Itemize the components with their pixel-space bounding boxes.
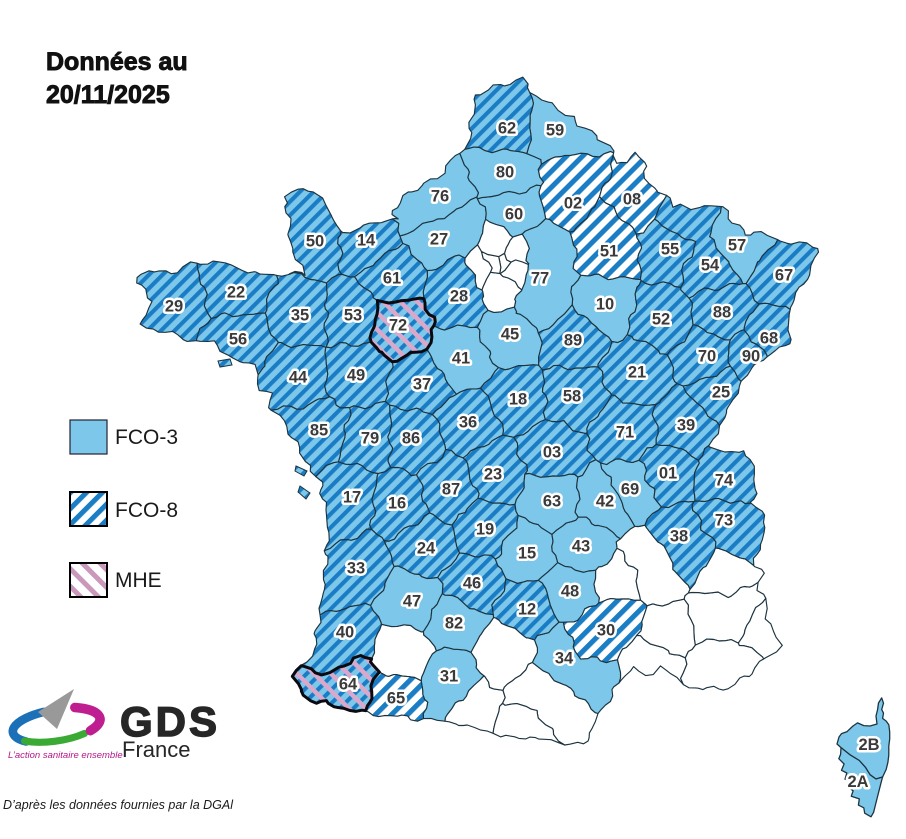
svg-text:02: 02 bbox=[564, 195, 582, 213]
svg-text:12: 12 bbox=[518, 601, 536, 619]
svg-text:68: 68 bbox=[760, 330, 778, 348]
svg-text:67: 67 bbox=[775, 267, 793, 285]
svg-text:74: 74 bbox=[715, 472, 734, 490]
svg-text:47: 47 bbox=[403, 593, 421, 611]
svg-text:61: 61 bbox=[383, 270, 401, 288]
svg-text:80: 80 bbox=[496, 164, 514, 182]
svg-text:27: 27 bbox=[430, 231, 448, 249]
svg-text:63: 63 bbox=[543, 493, 561, 511]
svg-text:90: 90 bbox=[742, 348, 760, 366]
svg-text:41: 41 bbox=[452, 350, 470, 368]
svg-text:50: 50 bbox=[306, 233, 324, 251]
svg-text:25: 25 bbox=[712, 384, 730, 402]
svg-text:08: 08 bbox=[623, 191, 641, 209]
svg-text:76: 76 bbox=[431, 188, 449, 206]
svg-text:38: 38 bbox=[670, 528, 688, 546]
svg-text:54: 54 bbox=[701, 257, 720, 275]
svg-text:36: 36 bbox=[459, 414, 477, 432]
svg-text:82: 82 bbox=[445, 615, 463, 633]
svg-text:70: 70 bbox=[698, 348, 716, 366]
svg-text:69: 69 bbox=[621, 481, 639, 499]
svg-text:France: France bbox=[122, 737, 190, 762]
svg-text:73: 73 bbox=[715, 512, 733, 530]
svg-text:22: 22 bbox=[227, 284, 245, 302]
svg-text:MHE: MHE bbox=[115, 569, 162, 592]
svg-text:86: 86 bbox=[402, 430, 420, 448]
svg-text:29: 29 bbox=[165, 298, 183, 316]
svg-text:17: 17 bbox=[343, 489, 361, 507]
svg-text:18: 18 bbox=[509, 391, 527, 409]
svg-text:Données au: Données au bbox=[46, 48, 188, 76]
svg-text:FCO-8: FCO-8 bbox=[115, 499, 178, 522]
svg-text:D’après les données fournies p: D’après les données fournies par la DGAl bbox=[3, 798, 234, 812]
svg-text:48: 48 bbox=[561, 583, 579, 601]
svg-text:49: 49 bbox=[347, 367, 365, 385]
svg-text:39: 39 bbox=[677, 417, 695, 435]
svg-text:72: 72 bbox=[389, 317, 407, 335]
svg-text:43: 43 bbox=[572, 538, 590, 556]
svg-text:55: 55 bbox=[661, 241, 679, 259]
svg-text:GDS: GDS bbox=[120, 698, 220, 745]
svg-text:44: 44 bbox=[289, 369, 308, 387]
svg-text:40: 40 bbox=[336, 624, 354, 642]
svg-text:23: 23 bbox=[484, 466, 502, 484]
svg-text:2A: 2A bbox=[847, 773, 868, 791]
svg-text:88: 88 bbox=[713, 304, 731, 322]
svg-text:35: 35 bbox=[291, 307, 309, 325]
svg-text:31: 31 bbox=[440, 668, 458, 686]
svg-text:60: 60 bbox=[505, 206, 523, 224]
svg-text:FCO-3: FCO-3 bbox=[115, 426, 178, 449]
svg-text:30: 30 bbox=[597, 622, 615, 640]
svg-text:37: 37 bbox=[413, 376, 431, 394]
svg-text:62: 62 bbox=[498, 120, 516, 138]
svg-text:52: 52 bbox=[652, 311, 670, 329]
svg-text:19: 19 bbox=[476, 521, 494, 539]
svg-text:2B: 2B bbox=[858, 736, 879, 754]
svg-text:89: 89 bbox=[564, 332, 582, 350]
svg-text:33: 33 bbox=[347, 560, 365, 578]
svg-text:65: 65 bbox=[387, 690, 405, 708]
svg-text:46: 46 bbox=[463, 575, 481, 593]
svg-text:51: 51 bbox=[600, 243, 618, 261]
svg-text:87: 87 bbox=[442, 481, 460, 499]
svg-text:28: 28 bbox=[450, 288, 468, 306]
svg-text:53: 53 bbox=[344, 307, 362, 325]
svg-text:57: 57 bbox=[728, 237, 746, 255]
svg-text:03: 03 bbox=[543, 444, 561, 462]
svg-text:10: 10 bbox=[596, 296, 614, 314]
svg-text:85: 85 bbox=[310, 422, 328, 440]
svg-text:56: 56 bbox=[229, 331, 247, 349]
svg-text:16: 16 bbox=[388, 495, 406, 513]
svg-text:45: 45 bbox=[501, 326, 519, 344]
svg-text:15: 15 bbox=[518, 545, 536, 563]
svg-text:71: 71 bbox=[616, 424, 634, 442]
svg-text:14: 14 bbox=[357, 232, 376, 250]
svg-text:64: 64 bbox=[339, 676, 358, 694]
svg-text:59: 59 bbox=[546, 122, 564, 140]
svg-text:34: 34 bbox=[555, 650, 574, 668]
svg-text:58: 58 bbox=[563, 388, 581, 406]
svg-text:21: 21 bbox=[628, 364, 646, 382]
svg-text:20/11/2025: 20/11/2025 bbox=[46, 81, 170, 109]
svg-text:42: 42 bbox=[596, 493, 614, 511]
svg-text:24: 24 bbox=[417, 540, 436, 558]
svg-text:L’action sanitaire ensemble: L’action sanitaire ensemble bbox=[8, 750, 123, 761]
svg-text:79: 79 bbox=[361, 430, 379, 448]
svg-text:01: 01 bbox=[659, 465, 677, 483]
svg-text:77: 77 bbox=[531, 270, 549, 288]
